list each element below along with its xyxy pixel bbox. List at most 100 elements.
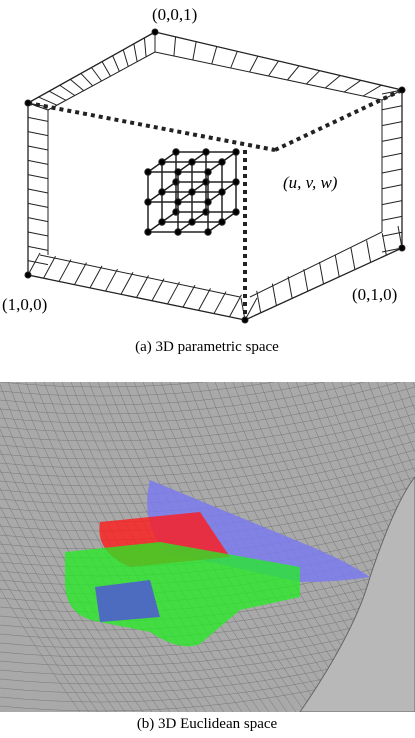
caption: (a) 3D parametric space xyxy=(135,339,279,355)
corner-node xyxy=(399,87,405,93)
grid-line xyxy=(335,255,339,277)
grid-line xyxy=(230,295,242,317)
lattice-node xyxy=(145,229,151,235)
grid-line xyxy=(60,85,75,95)
grid-line xyxy=(174,37,176,56)
lattice-node xyxy=(175,169,181,175)
grid-line xyxy=(28,253,40,275)
lattice-node xyxy=(233,149,239,155)
grid-line xyxy=(382,122,402,126)
grid-line xyxy=(28,160,48,164)
lattice-node xyxy=(219,159,225,165)
grid-line xyxy=(212,47,217,65)
lattice-node xyxy=(233,179,239,185)
lattice-node xyxy=(175,199,181,205)
grid-line xyxy=(144,38,146,57)
corner-node xyxy=(242,317,248,323)
grid-line xyxy=(113,56,120,72)
grid-line xyxy=(137,276,149,298)
grid-line xyxy=(325,76,340,89)
grid-line xyxy=(367,240,371,262)
grid-line xyxy=(59,259,71,281)
grid-line xyxy=(28,132,48,136)
corner-label: (0,1,0) xyxy=(352,285,397,304)
grid-line xyxy=(28,175,48,179)
grid-line xyxy=(288,276,292,298)
grid-line xyxy=(39,97,57,105)
parametric-figure: (0,0,1) (1,0,0) (0,1,0) (u, v, w) (a) 3D… xyxy=(0,0,415,370)
corner-label: (0,0,1) xyxy=(152,5,197,24)
corner-node xyxy=(399,245,405,251)
corner-node xyxy=(25,272,31,278)
lattice-node xyxy=(189,159,195,165)
grid-line xyxy=(90,266,102,288)
grid-line xyxy=(92,68,102,82)
lattice-node xyxy=(189,219,195,225)
grid-line xyxy=(49,91,66,100)
lattice-node xyxy=(175,229,181,235)
grid-line xyxy=(121,272,133,294)
grid-line xyxy=(382,201,402,205)
grid-line xyxy=(28,189,48,193)
blue-patch xyxy=(95,580,160,622)
grid-line xyxy=(344,80,361,92)
grid-line xyxy=(28,246,48,250)
grid-line xyxy=(287,66,299,80)
grid-line xyxy=(214,292,226,314)
grid-line xyxy=(363,85,381,96)
lattice-node xyxy=(159,219,165,225)
corner-node xyxy=(152,29,158,35)
grid-line xyxy=(272,284,276,306)
lattice-node xyxy=(205,199,211,205)
grid-line xyxy=(28,203,48,207)
grid-line xyxy=(382,185,402,189)
grid-line xyxy=(382,137,402,141)
grid-line xyxy=(193,42,196,60)
grid-line xyxy=(134,44,137,62)
lattice-node xyxy=(145,199,151,205)
grid-line xyxy=(382,169,402,173)
grid-line xyxy=(28,261,48,265)
lattice-node xyxy=(145,169,151,175)
grid-line xyxy=(320,262,324,284)
grid-line xyxy=(75,263,87,285)
lattice-node xyxy=(219,189,225,195)
page: (0,0,1) (1,0,0) (0,1,0) (u, v, w) (a) 3D… xyxy=(0,0,415,738)
grid-line xyxy=(382,106,402,110)
lattice-node xyxy=(159,189,165,195)
grid-line xyxy=(257,291,261,313)
grid-line xyxy=(28,146,48,150)
grid-line xyxy=(269,61,279,76)
grid-line xyxy=(28,218,48,222)
grid-line xyxy=(81,73,93,85)
grid-line xyxy=(382,216,402,220)
lattice-node xyxy=(219,219,225,225)
grid-line xyxy=(304,269,308,291)
grid-line xyxy=(231,51,238,68)
euclidean-figure: (b) 3D Euclidean space xyxy=(0,382,415,738)
grid-line xyxy=(183,285,195,307)
lattice-node xyxy=(205,169,211,175)
lattice-node xyxy=(159,159,165,165)
grid-line xyxy=(123,50,128,67)
grid-line xyxy=(28,117,48,121)
dotted-edge xyxy=(28,103,275,150)
grid-line xyxy=(382,153,402,157)
lattice-node xyxy=(173,149,179,155)
grid-line xyxy=(306,71,319,84)
grid-line xyxy=(152,279,164,301)
point-label: (u, v, w) xyxy=(283,173,338,192)
corner-node xyxy=(25,100,31,106)
grid-line xyxy=(168,282,180,304)
lattice-node xyxy=(233,209,239,215)
grid-line xyxy=(351,248,355,270)
grid-line xyxy=(70,79,83,90)
lattice-node xyxy=(189,189,195,195)
grid-line xyxy=(250,56,258,72)
caption: (b) 3D Euclidean space xyxy=(137,716,278,732)
corner-label: (1,0,0) xyxy=(2,295,47,314)
grid-line xyxy=(106,269,118,291)
grid-line xyxy=(199,288,211,310)
grid-line xyxy=(102,62,110,77)
grid-line xyxy=(44,256,56,278)
